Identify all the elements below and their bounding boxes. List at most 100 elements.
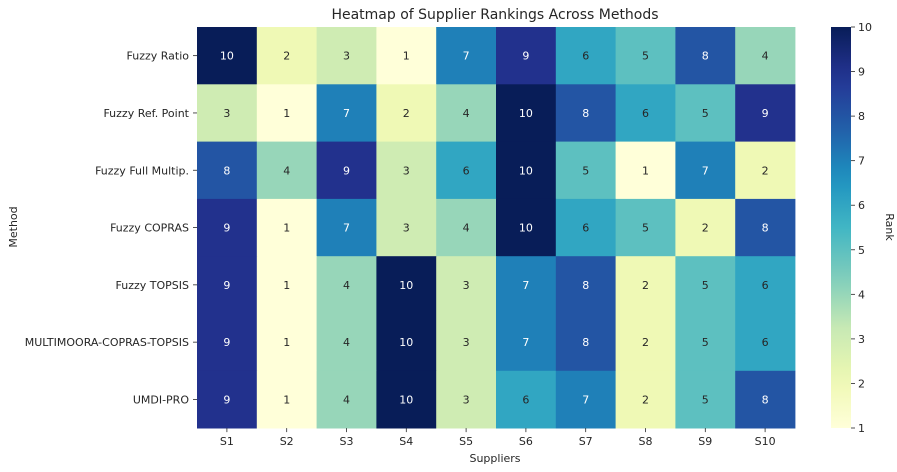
heatmap-cell [197, 84, 258, 142]
cell-value-label: 3 [403, 222, 410, 235]
heatmap-cell [376, 27, 437, 85]
heatmap-cell [615, 141, 676, 200]
y-tick-label: UMDI-PRO [133, 393, 190, 406]
heatmap-cell [376, 313, 437, 372]
cell-value-label: 8 [762, 222, 769, 235]
cell-value-label: 9 [223, 222, 230, 235]
heatmap-cell [615, 27, 676, 85]
cell-value-label: 10 [220, 50, 234, 63]
cell-value-label: 7 [343, 222, 350, 235]
colorbar-tick-label: 6 [858, 199, 865, 212]
cell-value-label: 6 [762, 279, 769, 292]
y-tick-labels: Fuzzy Ratio Fuzzy Ref. Point Fuzzy Full Mu… [25, 50, 197, 406]
cell-value-label: 2 [702, 222, 709, 235]
cell-value-label: 8 [582, 107, 589, 120]
heatmap-cell [316, 256, 377, 314]
heatmap-cell [436, 27, 497, 85]
heatmap-cell [735, 141, 796, 200]
heatmap-cell [316, 27, 377, 85]
cell-value-label: 8 [582, 336, 589, 349]
heatmap-cell [675, 27, 736, 85]
y-tick-label: Fuzzy Ratio [127, 50, 190, 63]
heatmap-cell [555, 84, 616, 142]
heatmap-cell [496, 84, 557, 142]
cell-value-label: 4 [463, 222, 470, 235]
cell-value-label: 3 [223, 107, 230, 120]
heatmap-cell [197, 256, 258, 314]
x-tick-label: S6 [519, 435, 533, 448]
heatmap-cell [675, 84, 736, 142]
cell-value-label: 6 [582, 50, 589, 63]
cell-value-label: 5 [642, 222, 649, 235]
cell-value-label: 4 [762, 50, 769, 63]
cell-value-label: 7 [522, 279, 529, 292]
colorbar-label: Rank [883, 213, 896, 241]
cell-value-label: 8 [223, 164, 230, 177]
heatmap-cell [615, 84, 676, 142]
cell-value-label: 1 [403, 50, 410, 63]
cell-value-label: 8 [582, 279, 589, 292]
cell-value-label: 6 [762, 336, 769, 349]
cell-value-label: 7 [582, 393, 589, 406]
colorbar-tick-label: 4 [858, 288, 865, 301]
x-tick-label: S10 [755, 435, 776, 448]
heatmap-cell [555, 27, 616, 85]
y-axis-label: Method [7, 206, 20, 247]
y-tick-label: Fuzzy Ref. Point [103, 107, 189, 120]
heatmap-cell [316, 370, 377, 429]
cell-value-label: 10 [519, 222, 533, 235]
colorbar-tick-label: 9 [858, 66, 865, 79]
cell-value-label: 5 [702, 107, 709, 120]
colorbar-tick-label: 5 [858, 244, 865, 257]
cell-value-label: 7 [463, 50, 470, 63]
colorbar: 1 2 3 4 5 6 7 8 9 10 Rank [831, 21, 896, 435]
heatmap-cell [197, 27, 258, 85]
heatmap-cell [376, 198, 437, 257]
cell-value-label: 2 [642, 279, 649, 292]
heatmap-cell [675, 370, 736, 429]
cell-value-label: 10 [399, 279, 413, 292]
cell-value-label: 6 [463, 164, 470, 177]
heatmap-cell [496, 256, 557, 314]
cell-value-label: 1 [283, 279, 290, 292]
heatmap-cell [555, 313, 616, 372]
x-tick-label: S3 [340, 435, 354, 448]
cell-value-label: 8 [762, 393, 769, 406]
cell-value-label: 2 [762, 164, 769, 177]
heatmap-cell [735, 84, 796, 142]
cell-value-label: 9 [223, 279, 230, 292]
heatmap-cell [496, 27, 557, 85]
cell-value-label: 6 [642, 107, 649, 120]
cell-value-label: 4 [463, 107, 470, 120]
heatmap-cell [615, 313, 676, 372]
x-tick-label: S5 [459, 435, 473, 448]
heatmap-cell [256, 27, 317, 85]
cell-value-label: 5 [702, 393, 709, 406]
heatmap-cell [256, 198, 317, 257]
heatmap-cell [316, 313, 377, 372]
x-axis-label: Suppliers [469, 452, 520, 465]
heatmap-cell [555, 256, 616, 314]
x-tick-label: S9 [698, 435, 712, 448]
colorbar-tick-label: 8 [858, 110, 865, 123]
heatmap-cell [496, 198, 557, 257]
heatmap-cell [376, 141, 437, 200]
cell-value-label: 2 [642, 393, 649, 406]
heatmap-cell [316, 141, 377, 200]
cell-value-label: 1 [283, 336, 290, 349]
x-tick-labels: S1 S2 S3 S4 S5 S6 S7 S8 S9 S10 [220, 428, 776, 448]
heatmap-cell [496, 370, 557, 429]
heatmap-cell [436, 313, 497, 372]
heatmap-cell [256, 370, 317, 429]
cell-value-label: 7 [522, 336, 529, 349]
cell-value-label: 4 [283, 164, 290, 177]
heatmap-cell [615, 198, 676, 257]
cell-value-label: 9 [762, 107, 769, 120]
cell-value-label: 5 [582, 164, 589, 177]
y-tick-label: Fuzzy Full Multip. [95, 164, 189, 177]
colorbar-tick-label: 2 [858, 377, 865, 390]
heatmap-cell [436, 256, 497, 314]
heatmap-cell [376, 370, 437, 429]
cell-value-label: 9 [343, 164, 350, 177]
cell-value-label: 4 [343, 336, 350, 349]
